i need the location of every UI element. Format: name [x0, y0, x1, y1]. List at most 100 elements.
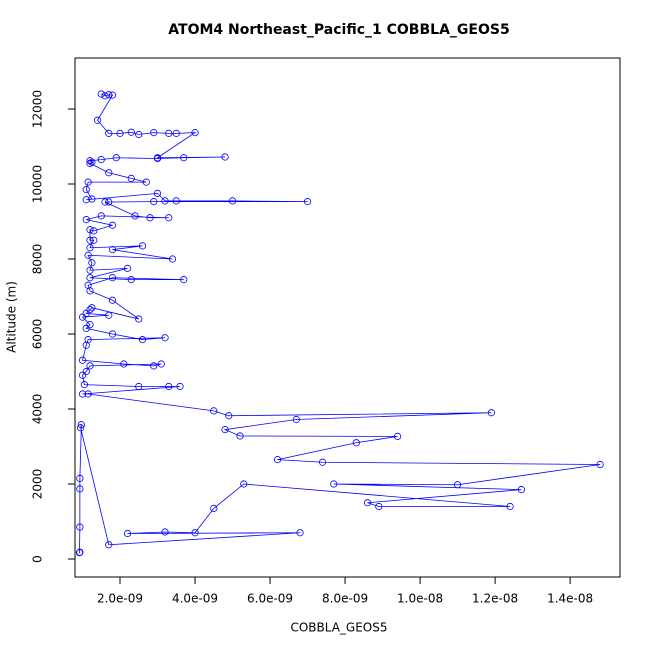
data-point [108, 330, 117, 338]
data-point [86, 362, 94, 370]
data-point [116, 129, 124, 137]
data-point [150, 129, 158, 137]
x-tick-label: 2.0e-09 [97, 592, 143, 606]
data-point [90, 227, 98, 235]
data-point [108, 246, 117, 254]
data-point [240, 480, 248, 488]
data-point [76, 548, 84, 556]
data-point [210, 504, 218, 512]
data-point [221, 426, 229, 434]
data-point [86, 236, 94, 244]
data-point [82, 341, 90, 349]
data-point [150, 198, 158, 206]
data-point [84, 390, 92, 398]
x-tick-label: 1.0e-08 [397, 592, 443, 606]
data-point [157, 360, 165, 368]
data-point [146, 214, 154, 222]
data-point [172, 129, 180, 137]
data-point [161, 528, 169, 536]
x-tick-label: 1.4e-08 [547, 592, 593, 606]
data-point [168, 255, 177, 263]
x-tick-label: 1.2e-08 [472, 592, 518, 606]
data-point [101, 92, 109, 100]
data-point [127, 128, 135, 136]
data-point [191, 129, 199, 137]
data-point [131, 212, 139, 220]
data-point [172, 197, 180, 205]
data-point [86, 321, 94, 329]
data-point [108, 296, 117, 304]
data-point [221, 153, 229, 161]
data-point [161, 197, 169, 205]
x-tick-label: 4.0e-09 [172, 592, 218, 606]
data-point [138, 336, 147, 344]
data-point [101, 198, 109, 206]
data-point [77, 424, 85, 432]
y-tick-label: 4000 [31, 394, 45, 425]
data-point [105, 169, 113, 177]
data-point [88, 259, 96, 267]
data-point [135, 130, 143, 139]
data-point [76, 474, 84, 482]
data-point [318, 458, 327, 466]
y-axis-label: Altitude (m) [5, 281, 19, 353]
data-point [80, 381, 88, 389]
data-point [123, 264, 132, 272]
data-point [453, 481, 462, 489]
data-point [82, 186, 90, 194]
x-tick-label: 6.0e-09 [247, 592, 293, 606]
data-point [180, 154, 188, 162]
data-point [127, 174, 135, 182]
data-point [127, 276, 135, 284]
y-tick-label: 0 [31, 555, 45, 563]
data-point [176, 382, 184, 391]
data-point [393, 432, 402, 440]
data-point [135, 315, 143, 323]
data-point [138, 242, 147, 250]
y-tick-label: 6000 [31, 319, 45, 350]
data-point [191, 529, 199, 537]
data-point [93, 116, 102, 124]
data-point [120, 360, 128, 368]
data-point [86, 157, 94, 165]
data-point [77, 421, 85, 429]
data-point [210, 407, 218, 415]
data-point [86, 274, 94, 282]
data-point [90, 236, 98, 244]
y-tick-label: 2000 [31, 469, 45, 500]
y-tick-label: 12000 [31, 90, 45, 128]
data-point [123, 529, 132, 538]
data-point [296, 529, 304, 537]
data-point [76, 523, 84, 531]
data-point [352, 439, 360, 447]
data-point [86, 306, 94, 314]
x-axis-label: COBBLA_GEOS5 [290, 621, 387, 635]
data-point [86, 244, 94, 252]
y-tick-label: 10000 [31, 165, 45, 203]
data-point [105, 129, 113, 137]
data-point [112, 154, 120, 162]
data-point [165, 382, 173, 391]
x-tick-label: 8.0e-09 [322, 592, 368, 606]
data-point [78, 313, 87, 321]
data-point [82, 309, 90, 317]
data-point [596, 460, 604, 469]
data-point [161, 334, 169, 342]
data-point [108, 91, 117, 99]
data-point [375, 502, 383, 511]
data-point [105, 91, 113, 99]
data-point [97, 90, 105, 98]
data-point [153, 189, 162, 197]
data-point [108, 274, 117, 282]
data-point [76, 485, 84, 493]
data-point [88, 195, 96, 203]
data-point [82, 367, 90, 376]
data-point [363, 499, 372, 507]
data-line [79, 93, 601, 554]
data-point [292, 415, 300, 424]
data-point [86, 266, 94, 274]
chart-title: ATOM4 Northeast_Pacific_1 COBBLA_GEOS5 [168, 22, 509, 38]
data-point [86, 287, 94, 295]
